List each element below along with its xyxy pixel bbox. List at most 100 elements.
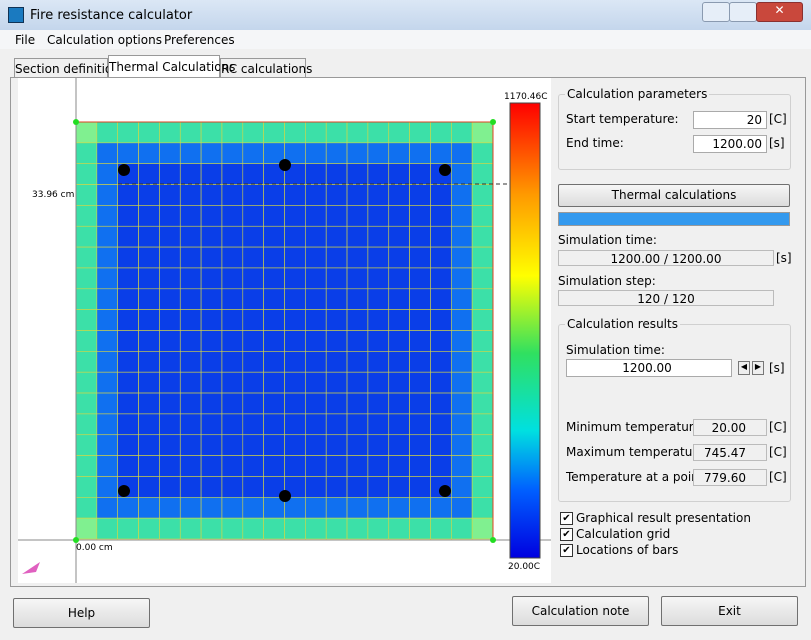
grid-cell [138,392,160,415]
label: Simulation time: [566,343,665,357]
grid-cell [263,267,285,290]
grid-cell [200,121,223,144]
checkbox[interactable]: ✔ [560,512,573,525]
checkbox[interactable]: ✔ [560,544,573,557]
grid-cell [346,163,369,185]
grid-cell [263,517,285,540]
grid-cell [200,267,223,290]
grid-cell [367,455,390,477]
checkbox-label[interactable]: Graphical result presentation [576,511,751,525]
grid-cell [117,121,139,144]
note-button[interactable]: Calculation note [512,596,649,626]
grid-cell [242,121,264,144]
bar-location [279,490,291,502]
grid-cell [325,392,348,415]
grid-cell [450,205,473,227]
grid-cell [346,434,369,456]
grid-cell [388,434,410,456]
grid-cell [325,496,348,519]
grid-cell [346,330,369,352]
grid-cell [450,455,473,477]
grid-cell [450,142,473,164]
tab-active[interactable]: Thermal Calculations [108,55,235,78]
grid-cell [325,267,348,290]
grid-cell [200,184,223,206]
grid-cell [430,371,452,394]
checkbox-label[interactable]: Calculation grid [576,527,671,541]
start-input[interactable]: 20 [693,111,767,129]
grid-cell [263,455,285,477]
grid-cell [430,288,452,310]
grid-cell [388,205,410,227]
thermal-button[interactable]: Thermal calculations [558,184,790,207]
grid-cell [159,184,181,206]
parameters-group: Calculation parameters [558,87,791,170]
menu-item[interactable]: Preferences [164,33,235,47]
grid-cell [409,225,431,248]
grid-cell [117,413,139,436]
help-button[interactable]: Help [13,598,150,628]
grid-cell [117,371,139,394]
grid-cell [242,267,264,290]
grid-cell [159,225,181,248]
grid-cell [179,351,202,373]
grid-cell [325,246,348,269]
grid-cell [138,309,160,331]
grid-cell [159,455,181,477]
unit: [C] [769,112,787,126]
grid-cell [325,517,348,540]
grid-cell [263,392,285,415]
grid-cell [179,205,202,227]
grid-cell [430,413,452,436]
grid-cell [388,496,410,519]
grid-cell [179,163,202,185]
grid-cell [471,455,494,477]
grid-cell [305,225,327,248]
grid-cell [221,517,244,540]
menu-item[interactable]: File [15,33,36,47]
grid-cell [179,371,202,394]
grid-cell [138,121,160,144]
grid-cell [409,309,431,331]
grid-cell [221,288,244,310]
grid-cell [305,267,327,290]
grid-cell [263,434,285,456]
grid-cell [200,371,223,394]
grid-cell [75,496,98,519]
checkbox[interactable]: ✔ [560,528,573,541]
grid-cell [430,142,452,164]
grid-cell [388,351,410,373]
grid-cell [346,205,369,227]
grid-cell [221,434,244,456]
grid-cell [305,455,327,477]
grid-cell [242,330,264,352]
grid-cell [450,121,473,144]
menu-item[interactable]: Calculation options [47,33,162,47]
bar-location [118,164,130,176]
step-back[interactable]: ◀ [738,361,750,375]
close[interactable]: ✕ [756,2,803,22]
grid-cell [305,121,327,144]
maximize[interactable] [729,2,757,22]
grid-cell [200,496,223,519]
grid-cell [117,267,139,290]
tab[interactable]: Section definition [14,58,120,77]
exit-button[interactable]: Exit [661,596,798,626]
minimize[interactable] [702,2,730,22]
grid-cell [242,288,264,310]
grid-cell [305,371,327,394]
checkbox-label[interactable]: Locations of bars [576,543,679,557]
end-input[interactable]: 1200.00 [693,135,767,153]
grid-cell [96,476,118,498]
grid-cell [179,434,202,456]
grid-cell [75,142,98,164]
grid-cell [159,413,181,436]
grid-cell [430,517,452,540]
grid-cell [200,225,223,248]
result-time[interactable]: 1200.00 [566,359,732,377]
grid-cell [200,434,223,456]
max-temp: 745.47 [693,444,767,461]
grid-cell [409,142,431,164]
step-forward[interactable]: ▶ [752,361,764,375]
tab[interactable]: RC calculations [220,58,312,77]
